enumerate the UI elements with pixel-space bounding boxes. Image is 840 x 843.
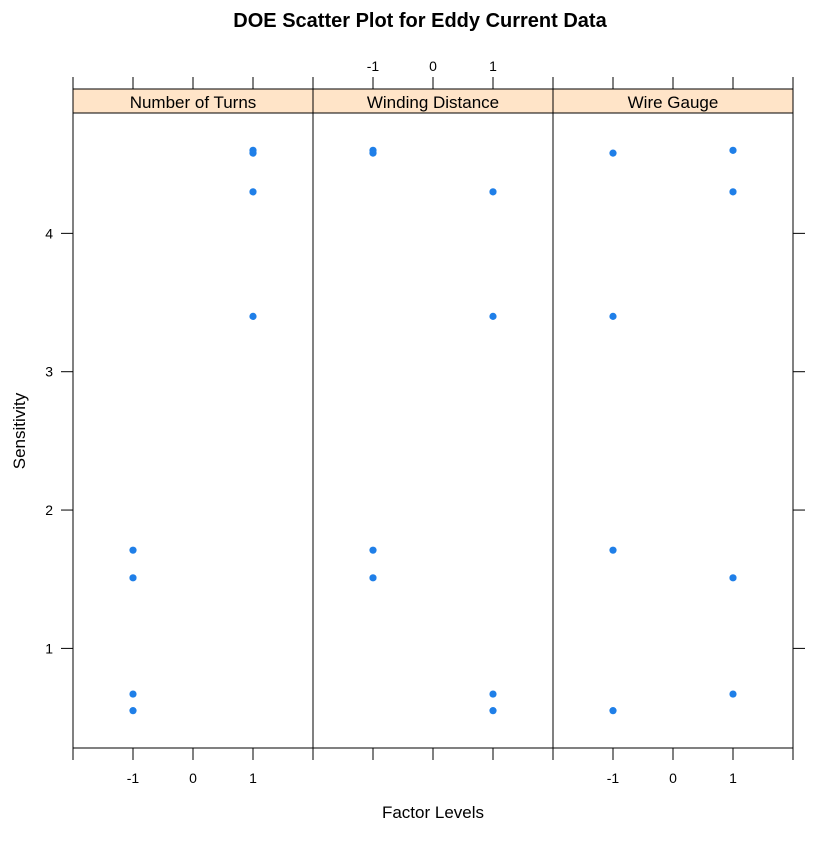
- panel-frame: [552, 112, 794, 749]
- data-point: [609, 149, 617, 157]
- data-point: [129, 546, 137, 554]
- x-tick-label: 0: [189, 770, 197, 786]
- panel-strip-label: Wire Gauge: [628, 93, 719, 112]
- data-point: [249, 312, 257, 320]
- data-point: [249, 149, 257, 157]
- y-axis-label: Sensitivity: [10, 392, 29, 469]
- y-tick-label: 1: [45, 640, 53, 656]
- panel-strip-label: Number of Turns: [130, 93, 257, 112]
- y-tick-label: 3: [45, 364, 53, 380]
- x-tick-label: 1: [489, 58, 497, 74]
- data-point: [609, 707, 617, 715]
- data-point: [609, 312, 617, 320]
- panel-strip: [72, 88, 314, 114]
- panel-frame: [312, 112, 554, 749]
- chart-title: DOE Scatter Plot for Eddy Current Data: [233, 10, 607, 32]
- data-point: [129, 690, 137, 698]
- data-point: [369, 574, 377, 582]
- x-tick-label: 0: [669, 770, 677, 786]
- data-point: [369, 546, 377, 554]
- data-point: [609, 546, 617, 554]
- plot-area: Number of Turns -1 0 1 Winding Distance -1 0 1 W…: [45, 58, 805, 786]
- x-tick-label: -1: [607, 770, 620, 786]
- data-point: [489, 312, 497, 320]
- y-tick-label: 2: [45, 502, 53, 518]
- data-point: [729, 188, 737, 196]
- x-axis-label: Factor Levels: [382, 803, 484, 822]
- data-point: [729, 690, 737, 698]
- data-point: [729, 146, 737, 154]
- panel-strip: [552, 88, 794, 114]
- panel-strip: [312, 88, 554, 114]
- x-tick-label: -1: [127, 770, 140, 786]
- data-point: [489, 188, 497, 196]
- data-point: [249, 188, 257, 196]
- x-tick-label: 1: [729, 770, 737, 786]
- data-point: [489, 690, 497, 698]
- data-point: [129, 574, 137, 582]
- data-point: [489, 707, 497, 715]
- panel-strip-label: Winding Distance: [367, 93, 499, 112]
- data-point: [129, 707, 137, 715]
- x-tick-label: -1: [367, 58, 380, 74]
- x-tick-label: 0: [429, 58, 437, 74]
- data-point: [369, 149, 377, 157]
- x-tick-label: 1: [249, 770, 257, 786]
- panel-frame: [72, 112, 314, 749]
- data-point: [729, 574, 737, 582]
- y-tick-label: 4: [45, 225, 53, 241]
